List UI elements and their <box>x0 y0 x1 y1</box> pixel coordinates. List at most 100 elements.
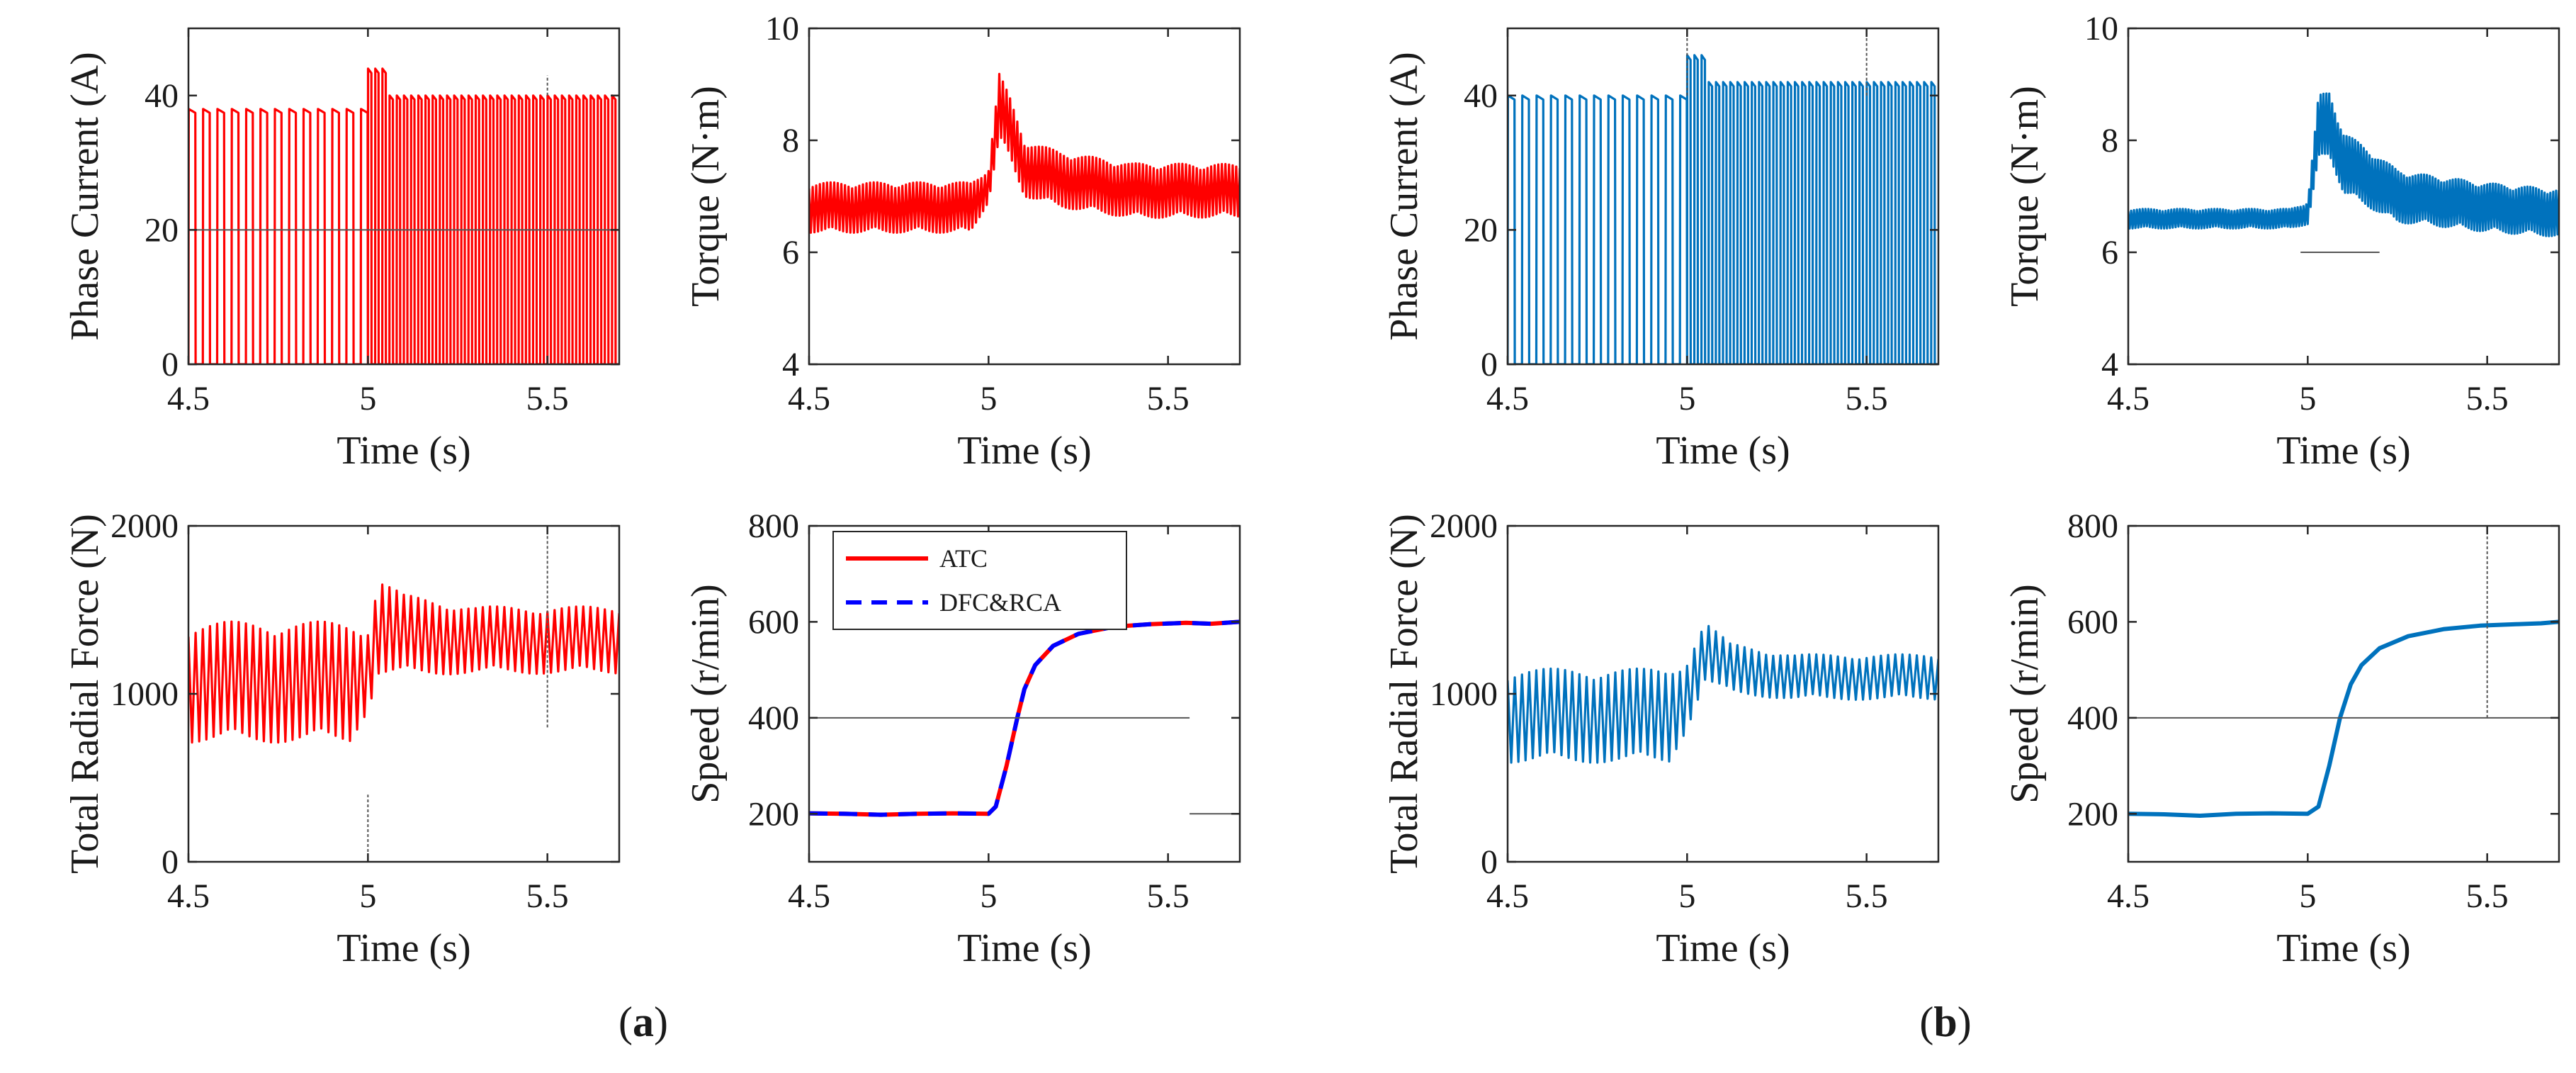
y-tick-label: 2000 <box>111 507 179 545</box>
series-line-dfc-rca <box>1508 624 1938 764</box>
svg-text:(a): (a) <box>618 999 668 1045</box>
x-tick-label: 5 <box>2299 380 2316 417</box>
chart-a-current: 4.5 5 5.5 0 20 40 Time (s) Phase Current (A) <box>63 27 621 473</box>
x-tick-label: 4.5 <box>788 380 830 417</box>
y-tick-label: 1000 <box>111 675 179 713</box>
y-tick-label: 800 <box>748 507 799 545</box>
x-tick-label: 4.5 <box>167 380 210 417</box>
x-tick-label: 4.5 <box>2107 877 2150 915</box>
y-axis-label: Total Radial Force (N) <box>63 514 107 874</box>
x-tick-label: 5.5 <box>1846 877 1888 915</box>
x-tick-label: 4.5 <box>788 877 830 915</box>
x-axis-label: Time (s) <box>957 926 1091 970</box>
x-axis-label: Time (s) <box>337 429 470 473</box>
y-tick-label: 1000 <box>1430 675 1498 713</box>
x-tick-label: 5 <box>980 877 997 915</box>
y-tick-label: 0 <box>162 346 179 383</box>
y-axis-label: Torque (N·m) <box>2003 86 2047 307</box>
panel-label-b-letter: b <box>1933 999 1957 1045</box>
svg-text:(b): (b) <box>1919 999 1971 1045</box>
x-tick-label: 5.5 <box>1147 380 1190 417</box>
y-axis-label: Phase Current (A) <box>1382 52 1426 340</box>
series-line-dfc-rca <box>2128 619 2559 818</box>
y-tick-label: 6 <box>2101 234 2118 271</box>
y-tick-label: 6 <box>782 234 799 271</box>
y-tick-label: 0 <box>1481 346 1498 383</box>
chart-a-torque: 4.5 5 5.5 4 6 8 10 Time (s) Torque (N·m) <box>684 10 1241 473</box>
y-axis-label: Torque (N·m) <box>684 86 728 307</box>
axes-frame <box>808 27 1241 366</box>
y-tick-label: 8 <box>2101 122 2118 159</box>
legend-label-atc: ATC <box>939 544 988 573</box>
panel-label-a-close: ) <box>654 999 668 1045</box>
series-line-atc <box>809 72 1240 234</box>
x-tick-label: 5 <box>2299 877 2316 915</box>
axes-frame <box>2127 27 2560 366</box>
y-axis-label: Speed (r/min) <box>684 584 728 803</box>
series-line-atc <box>188 583 619 744</box>
y-tick-label: 20 <box>145 211 179 249</box>
chart-b-speed: 4.5 5 5.5 200 400 600 800 Time (s) Speed (r/min) <box>2003 507 2560 970</box>
y-tick-label: 800 <box>2067 507 2118 545</box>
x-tick-label: 4.5 <box>1486 877 1529 915</box>
y-tick-label: 40 <box>145 77 179 115</box>
x-tick-label: 5.5 <box>1846 380 1888 417</box>
y-tick-label: 600 <box>748 603 799 641</box>
y-axis-label: Speed (r/min) <box>2003 584 2047 803</box>
series-line-dfc-rca-dashed <box>809 619 1240 817</box>
x-tick-label: 5 <box>1678 877 1695 915</box>
y-tick-label: 400 <box>2067 700 2118 737</box>
panel-label-b: (b) <box>1919 999 1971 1045</box>
x-tick-label: 5 <box>359 877 376 915</box>
y-tick-label: 400 <box>748 700 799 737</box>
x-axis-label: Time (s) <box>2276 429 2410 473</box>
legend-label-dfc-rca: DFC&RCA <box>939 588 1061 617</box>
legend: ATC DFC&RCA <box>832 531 1127 630</box>
y-tick-label: 600 <box>2067 603 2118 641</box>
y-tick-label: 0 <box>162 843 179 881</box>
y-tick-label: 4 <box>2101 346 2118 383</box>
panel-label-b-open: ( <box>1919 999 1933 1045</box>
x-tick-label: 5 <box>1678 380 1695 417</box>
x-tick-label: 5.5 <box>1147 877 1190 915</box>
legend-box <box>832 531 1127 630</box>
x-tick-label: 4.5 <box>1486 380 1529 417</box>
x-axis-label: Time (s) <box>1656 429 1790 473</box>
x-axis-label: Time (s) <box>1656 926 1790 970</box>
axes-frame <box>187 524 621 863</box>
chart-a-speed: 4.5 5 5.5 200 400 600 800 Time (s) Speed (r/min)… <box>684 507 1241 970</box>
x-axis-label: Time (s) <box>957 429 1091 473</box>
y-tick-label: 2000 <box>1430 507 1498 545</box>
axes-frame <box>1506 27 1940 366</box>
x-tick-label: 5 <box>359 380 376 417</box>
x-tick-label: 5.5 <box>2466 877 2509 915</box>
y-tick-label: 200 <box>2067 795 2118 833</box>
x-tick-label: 4.5 <box>167 877 210 915</box>
panel-label-a: (a) <box>618 999 668 1045</box>
y-axis-label: Total Radial Force (N) <box>1382 514 1426 874</box>
axes-frame <box>808 524 1241 863</box>
y-tick-label: 4 <box>782 346 799 383</box>
axes-frame <box>2127 524 2560 863</box>
x-tick-label: 5.5 <box>526 380 569 417</box>
y-tick-label: 8 <box>782 122 799 159</box>
x-axis-label: Time (s) <box>337 926 470 970</box>
chart-b-radial: 4.5 5 5.5 0 1000 2000 Time (s) Total Radial For… <box>1382 507 1940 970</box>
chart-a-radial: 4.5 5 5.5 0 1000 2000 Time (s) Total Radial For… <box>63 507 621 970</box>
x-tick-label: 5.5 <box>526 877 569 915</box>
chart-b-current: 4.5 5 5.5 0 20 40 Time (s) Phase Current (A) <box>1382 27 1940 473</box>
x-axis-label: Time (s) <box>2276 926 2410 970</box>
x-tick-label: 5 <box>980 380 997 417</box>
panel-label-a-open: ( <box>618 999 633 1045</box>
y-tick-label: 10 <box>765 10 799 47</box>
x-tick-label: 5.5 <box>2466 380 2509 417</box>
series-line-dfc-rca <box>1508 54 1938 364</box>
y-axis-label: Phase Current (A) <box>63 52 107 340</box>
panel-label-a-letter: a <box>633 999 654 1045</box>
y-tick-label: 20 <box>1464 211 1498 249</box>
y-tick-label: 200 <box>748 795 799 833</box>
y-tick-label: 10 <box>2084 10 2118 47</box>
panel-label-b-close: ) <box>1958 999 1972 1045</box>
chart-b-torque: 4.5 5 5.5 4 6 8 10 Time (s) Torque (N·m) <box>2003 10 2560 473</box>
